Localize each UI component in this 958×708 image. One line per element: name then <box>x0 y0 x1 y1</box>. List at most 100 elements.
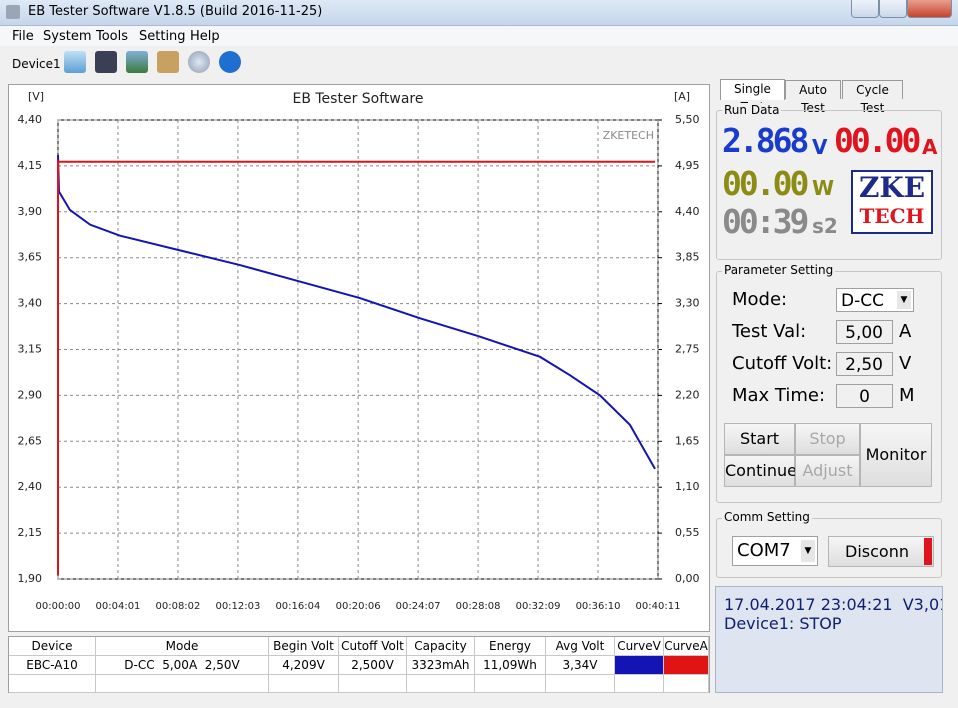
unit: V <box>899 353 912 374</box>
table-header: Energy <box>475 637 546 656</box>
info-icon[interactable] <box>219 51 241 73</box>
group-title: Comm Setting <box>722 510 812 524</box>
continue-button[interactable]: Continue <box>724 455 797 487</box>
tools-icon[interactable] <box>157 51 179 73</box>
x-tick-label: 00:04:01 <box>96 601 141 612</box>
x-tick-label: 00:36:10 <box>576 601 621 612</box>
group-title: Parameter Setting <box>722 263 836 277</box>
status-line: 17.04.2017 23:04:21 V3,01 <box>724 595 943 614</box>
x-tick-label: 00:24:07 <box>396 601 441 612</box>
save-icon[interactable] <box>95 51 117 73</box>
current-unit: A <box>922 135 938 159</box>
x-tick-label: 00:00:00 <box>36 601 81 612</box>
menu-item[interactable]: File <box>12 29 34 44</box>
x-tick-label: 00:28:08 <box>456 601 501 612</box>
menu-item[interactable]: System <box>43 29 92 44</box>
mode-dropdown[interactable]: D-CC ▼ <box>836 288 914 312</box>
window-title: EB Tester Software V1.8.5 (Build 2016-11… <box>28 4 323 19</box>
monitor-button[interactable]: Monitor <box>860 423 932 487</box>
disconnect-button[interactable]: Disconn <box>828 536 934 567</box>
y-tick-label: 2,90 <box>18 388 43 401</box>
tab[interactable]: Cycle Test <box>842 80 903 115</box>
menu-item[interactable]: Help <box>190 29 220 44</box>
open-icon[interactable] <box>64 51 86 73</box>
title-bar: EB Tester Software V1.8.5 (Build 2016-11… <box>0 0 958 26</box>
y2-tick-label: 1,10 <box>675 480 700 493</box>
status-box: 17.04.2017 23:04:21 V3,01 Device1: STOP <box>715 586 943 693</box>
y2-tick-label: 2,20 <box>675 388 700 401</box>
y2-tick-label: 1,65 <box>675 434 700 447</box>
y-tick-label: 2,40 <box>18 480 43 493</box>
stop-button[interactable]: Stop <box>795 423 860 455</box>
x-tick-label: 00:16:04 <box>275 601 320 612</box>
close-button[interactable] <box>907 0 952 18</box>
x-tick-label: 00:20:06 <box>336 601 381 612</box>
comm-group <box>716 518 942 578</box>
series-line <box>57 160 656 575</box>
table-cell <box>546 675 615 693</box>
chart-title: EB Tester Software <box>292 91 423 107</box>
test-val-input[interactable]: 5,00 <box>836 320 893 344</box>
dropdown-arrow[interactable]: ▼ <box>897 291 911 309</box>
run-data-group <box>716 110 942 260</box>
unit: A <box>899 321 912 342</box>
voltage-unit: V <box>812 135 828 159</box>
x-tick-label: 00:40:11 <box>636 601 681 612</box>
voltage-display: 2.868 <box>722 121 809 160</box>
y2-tick-label: 0,55 <box>675 526 700 539</box>
app-icon <box>6 5 20 19</box>
max-time-input[interactable]: 0 <box>836 384 893 408</box>
port-dropdown[interactable]: COM7 ▼ <box>732 536 818 566</box>
minimize-button[interactable] <box>851 0 879 18</box>
dropdown-arrow[interactable]: ▼ <box>801 540 815 562</box>
y2-tick-label: 3,30 <box>675 297 700 310</box>
y2-tick-label: 5,50 <box>675 113 700 126</box>
param-label: Max Time: <box>732 385 826 406</box>
menu-item[interactable]: Setting <box>139 29 186 44</box>
table-header: Begin Volt <box>269 637 339 656</box>
curve-color-cell <box>615 656 664 675</box>
button-label: Disconn <box>845 542 909 561</box>
y-tick-label: 4,15 <box>18 159 43 172</box>
tab[interactable]: Auto Test <box>785 80 841 115</box>
result-table: Device Mode Begin Volt Cutoff Volt Capacity E… <box>8 636 710 693</box>
maximize-button[interactable] <box>879 0 907 18</box>
table-header: CurveA <box>664 637 709 656</box>
power-unit: W <box>812 176 835 200</box>
cutoff-input[interactable]: 2,50 <box>836 352 893 376</box>
y2-tick-label: 2,75 <box>675 343 700 356</box>
connection-indicator <box>924 538 932 565</box>
y2-tick-label: 3,85 <box>675 251 700 264</box>
table-cell <box>615 675 664 693</box>
menu-item[interactable]: Tools <box>96 29 129 44</box>
table-header: Mode <box>96 637 269 656</box>
toolbar: Device1 <box>0 47 958 79</box>
logo-text: ZKE <box>858 171 926 204</box>
y2-axis-label: [A] <box>674 90 690 103</box>
status-line: Device1: STOP <box>724 614 842 633</box>
table-cell <box>9 675 96 693</box>
device-label[interactable]: Device1 <box>12 57 61 71</box>
port-value: COM7 <box>737 540 791 561</box>
y2-tick-label: 0,00 <box>675 572 700 585</box>
table-header: Avg Volt <box>546 637 615 656</box>
param-label: Mode: <box>732 289 788 310</box>
table-cell <box>96 675 269 693</box>
logo: ZKE TECH <box>851 170 933 234</box>
start-button[interactable]: Start <box>724 423 795 455</box>
image-icon[interactable] <box>126 51 148 73</box>
watermark: ZKETECH <box>603 129 654 142</box>
search-icon[interactable] <box>188 51 210 73</box>
table-cell <box>664 675 709 693</box>
table-cell: 4,209V <box>269 656 339 675</box>
table-header: CurveV <box>615 637 664 656</box>
table-cell: 3323mAh <box>407 656 475 675</box>
y-tick-label: 1,90 <box>18 572 43 585</box>
x-tick-label: 00:12:03 <box>215 601 260 612</box>
adjust-button[interactable]: Adjust <box>795 455 860 487</box>
menu-bar: File System Tools Setting Help <box>0 26 958 46</box>
table-header: Capacity <box>407 637 475 656</box>
tab[interactable]: Single Test <box>720 79 785 114</box>
table-cell <box>339 675 407 693</box>
